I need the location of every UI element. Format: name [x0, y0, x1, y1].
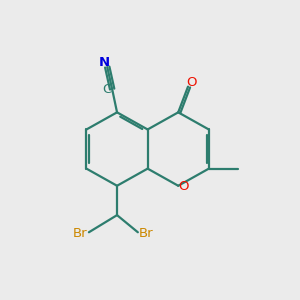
- Text: Br: Br: [139, 227, 154, 240]
- Text: Br: Br: [73, 227, 88, 240]
- Text: C: C: [102, 82, 111, 96]
- Text: O: O: [178, 181, 189, 194]
- Text: O: O: [186, 76, 197, 89]
- Text: N: N: [99, 56, 110, 69]
